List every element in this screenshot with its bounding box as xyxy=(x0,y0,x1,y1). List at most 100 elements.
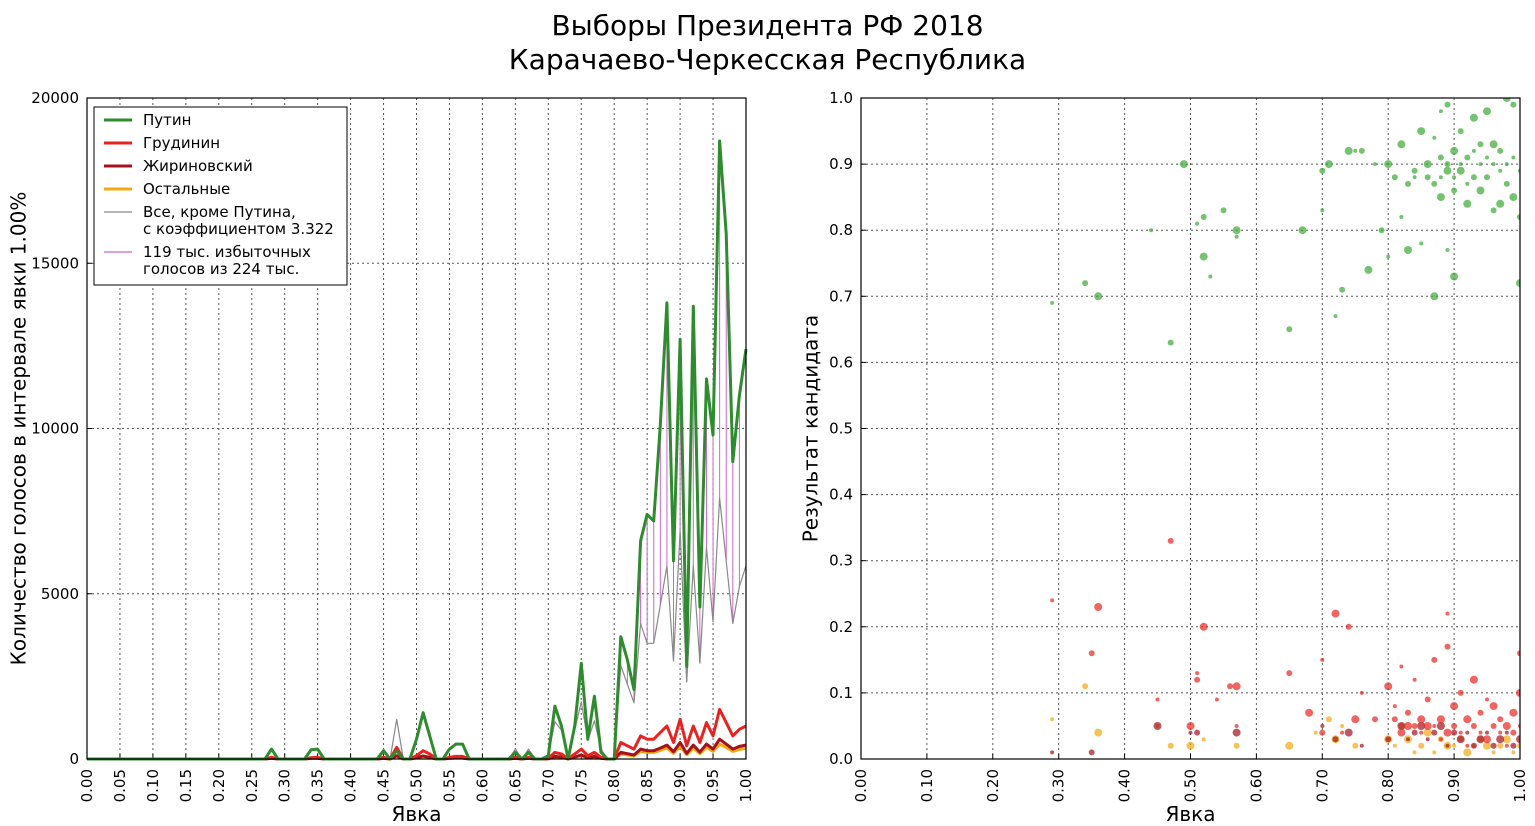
scatter-point-zhirinovsky xyxy=(1153,722,1162,730)
scatter-point-grudinin xyxy=(1232,682,1241,691)
scatter-point-grudinin xyxy=(1399,664,1404,669)
scatter-point-zhirinovsky xyxy=(1385,736,1392,743)
scatter-point-putin xyxy=(1490,207,1497,214)
scatter-point-zhirinovsky xyxy=(1445,743,1450,748)
left-x-tick-label: 0.25 xyxy=(243,769,261,802)
scatter-point-grudinin xyxy=(1234,724,1239,728)
scatter-point-putin xyxy=(1378,227,1385,234)
scatter-point-putin xyxy=(1452,175,1457,180)
scatter-point-grudinin xyxy=(1199,622,1208,631)
scatter-point-others xyxy=(1201,737,1206,742)
right-y-tick-label: 0.5 xyxy=(829,420,853,438)
scatter-point-putin xyxy=(1364,265,1373,274)
scatter-point-putin xyxy=(1510,101,1517,108)
scatter-point-putin xyxy=(1234,234,1239,239)
right-y-tick-label: 0.6 xyxy=(829,353,853,371)
scatter-point-grudinin xyxy=(1412,677,1417,682)
scatter-point-others xyxy=(1502,735,1511,744)
scatter-point-putin xyxy=(1478,162,1483,167)
right-y-tick-label: 0.2 xyxy=(829,618,853,636)
scatter-point-putin xyxy=(1450,272,1459,281)
scatter-point-grudinin xyxy=(1155,697,1160,702)
scatter-point-putin xyxy=(1179,160,1188,169)
scatter-point-grudinin xyxy=(1517,650,1520,657)
scatter-point-grudinin xyxy=(1405,709,1411,716)
scatter-point-putin xyxy=(1477,141,1484,148)
left-x-tick-label: 0.30 xyxy=(276,769,294,802)
scatter-point-grudinin xyxy=(1465,743,1470,748)
left-x-tick-label: 0.00 xyxy=(78,769,96,802)
left-y-tick-label: 5000 xyxy=(41,585,79,603)
scatter-point-grudinin xyxy=(1443,728,1452,737)
scatter-point-grudinin xyxy=(1424,696,1431,703)
scatter-point-putin xyxy=(1476,186,1485,195)
scatter-point-putin xyxy=(1496,199,1505,208)
scatter-point-others xyxy=(1050,717,1055,722)
right-plot-frame xyxy=(860,97,1521,760)
scatter-point-putin xyxy=(1412,175,1417,180)
scatter-point-putin xyxy=(1444,101,1451,108)
left-x-tick-label: 0.35 xyxy=(309,769,327,802)
scatter-point-grudinin xyxy=(1463,715,1472,724)
scatter-point-putin xyxy=(1298,226,1307,235)
scatter-point-grudinin xyxy=(1469,675,1478,684)
right-y-tick-label: 0.0 xyxy=(829,750,853,768)
right-x-tick-label: 0.70 xyxy=(1313,769,1331,802)
left-y-tick-label: 20000 xyxy=(31,89,79,107)
scatter-point-putin xyxy=(1324,160,1333,169)
scatter-point-putin xyxy=(1436,193,1445,202)
scatter-point-putin xyxy=(1443,166,1452,175)
scatter-point-zhirinovsky xyxy=(1470,742,1477,749)
scatter-point-others xyxy=(1452,743,1457,748)
chart-title-line-2: Карачаево-Черкесская Республика xyxy=(508,43,1027,76)
scatter-point-grudinin xyxy=(1490,723,1497,729)
left-y-tick-label: 10000 xyxy=(31,420,79,438)
scatter-point-others xyxy=(1511,750,1516,755)
left-x-tick-label: 0.45 xyxy=(375,769,393,802)
scatter-point-putin xyxy=(1465,181,1470,186)
scatter-point-putin xyxy=(1517,214,1520,220)
left-x-tick-label: 0.50 xyxy=(408,769,426,802)
scatter-point-grudinin xyxy=(1345,623,1352,630)
scatter-point-putin xyxy=(1199,252,1208,261)
right-x-tick-label: 1.00 xyxy=(1511,769,1529,802)
scatter-point-putin xyxy=(1464,154,1471,161)
scatter-point-zhirinovsky xyxy=(1431,729,1438,736)
scatter-point-putin xyxy=(1438,109,1443,114)
scatter-point-putin xyxy=(1511,155,1516,160)
left-x-tick-label: 0.85 xyxy=(638,769,656,802)
scatter-point-grudinin xyxy=(1432,724,1437,728)
scatter-point-others xyxy=(1313,730,1318,735)
scatter-point-grudinin xyxy=(1411,723,1418,729)
scatter-points xyxy=(1050,98,1520,757)
scatter-point-grudinin xyxy=(1509,708,1518,717)
scatter-point-putin xyxy=(1489,140,1498,149)
right-y-tick-label: 0.9 xyxy=(829,155,853,173)
right-x-tick-label: 0.20 xyxy=(984,769,1002,802)
scatter-point-putin xyxy=(1419,241,1424,246)
scatter-point-putin xyxy=(1417,127,1426,136)
left-x-tick-label: 0.15 xyxy=(177,769,195,802)
scatter-point-zhirinovsky xyxy=(1194,729,1201,736)
left-chart: 0.00 0.05 0.10 0.15 0.20 0.25 0.30 0.35 0.40 0.45… xyxy=(7,89,756,826)
scatter-point-zhirinovsky xyxy=(1406,737,1410,742)
right-x-tick-label: 0.00 xyxy=(852,769,870,802)
scatter-point-others xyxy=(1463,748,1472,757)
left-y-axis-label: Количество голосов в интервале явки 1.00… xyxy=(7,192,31,666)
scatter-point-putin xyxy=(1094,292,1103,301)
scatter-point-others xyxy=(1491,750,1496,755)
scatter-point-putin xyxy=(1333,314,1338,319)
right-y-tick-label: 0.1 xyxy=(829,684,853,702)
right-y-tick-label: 0.7 xyxy=(829,287,853,305)
left-y-tick-label: 0 xyxy=(69,750,79,768)
scatter-point-grudinin xyxy=(1167,537,1174,544)
right-y-tick-label: 1.0 xyxy=(829,89,853,107)
left-x-tick-label: 0.70 xyxy=(539,769,557,802)
scatter-point-putin xyxy=(1469,113,1478,122)
scatter-point-putin xyxy=(1471,148,1476,153)
scatter-point-putin xyxy=(1286,326,1293,333)
scatter-point-others xyxy=(1233,742,1240,749)
scatter-point-grudinin xyxy=(1458,730,1463,735)
scatter-point-others xyxy=(1418,742,1425,749)
